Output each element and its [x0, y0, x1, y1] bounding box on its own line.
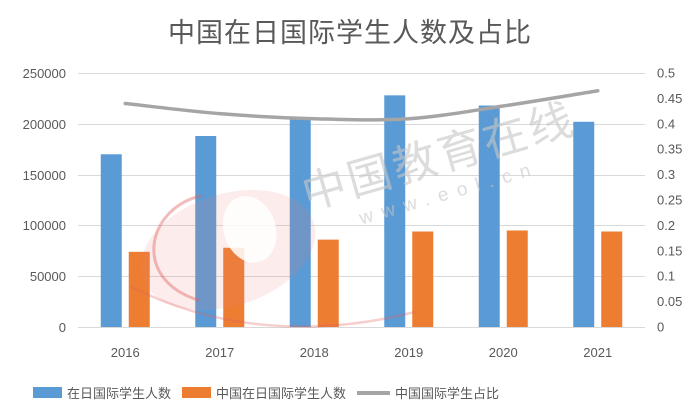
left-axis-tick-label: 150000 — [23, 168, 66, 183]
bar-total-students — [289, 118, 311, 327]
chart-title: 中国在日国际学生人数及占比 — [168, 18, 532, 48]
legend-rect-swatch — [182, 387, 212, 398]
right-axis-tick-label: 0.5 — [657, 66, 675, 81]
bar-china-students — [601, 231, 623, 327]
bar-china-students — [506, 230, 528, 327]
bar-total-students — [573, 121, 595, 327]
legend-item-0: 在日国际学生人数 — [33, 383, 171, 402]
right-axis-tick-label: 0.35 — [657, 142, 682, 157]
x-axis-tick-label: 2021 — [583, 345, 612, 360]
bar-total-students — [100, 154, 122, 327]
bar-total-students — [478, 105, 500, 328]
right-axis-tick-label: 0.4 — [657, 116, 675, 131]
bar-china-students — [223, 247, 245, 327]
right-axis-tick-label: 0.45 — [657, 91, 682, 106]
legend-item-1: 中国在日国际学生人数 — [182, 383, 346, 402]
right-axis-tick-label: 0.2 — [657, 218, 675, 233]
chart-legend: 在日国际学生人数 中国在日国际学生人数 中国国际学生占比 — [33, 383, 499, 402]
left-axis-tick-label: 250000 — [23, 66, 66, 81]
x-axis-tick-label: 2016 — [111, 345, 140, 360]
ratio-line — [123, 89, 600, 122]
legend-item-2: 中国国际学生占比 — [357, 383, 499, 402]
legend-rect-swatch — [33, 387, 62, 398]
right-axis-tick-label: 0.05 — [657, 294, 682, 309]
right-axis-tick-label: 0.1 — [657, 269, 675, 284]
legend-item-label: 中国国际学生占比 — [395, 386, 500, 401]
bar-china-students — [317, 239, 339, 327]
right-axis-tick-label: 0.3 — [657, 167, 675, 182]
x-axis-tick-label: 2018 — [300, 345, 329, 360]
x-axis-tick-label: 2017 — [205, 345, 234, 360]
right-axis-tick-label: 0.25 — [657, 193, 682, 208]
left-axis-tick-label: 200000 — [23, 117, 66, 132]
bar-china-students — [128, 251, 150, 327]
bar-china-students — [412, 231, 434, 327]
left-axis-tick-label: 100000 — [23, 218, 66, 233]
right-axis-tick-label: 0.15 — [657, 243, 682, 258]
legend-item-label: 在日国际学生人数 — [67, 386, 172, 401]
legend-item-label: 中国在日国际学生人数 — [216, 386, 347, 401]
x-axis-tick-label: 2020 — [489, 345, 518, 360]
left-axis-tick-label: 0 — [59, 320, 66, 335]
legend-line-swatch — [357, 390, 391, 395]
right-axis-tick-label: 0 — [657, 320, 664, 335]
left-axis-tick-label: 50000 — [30, 269, 66, 284]
x-axis-tick-label: 2019 — [394, 345, 423, 360]
bar-total-students — [384, 95, 406, 328]
bar-total-students — [195, 135, 217, 327]
